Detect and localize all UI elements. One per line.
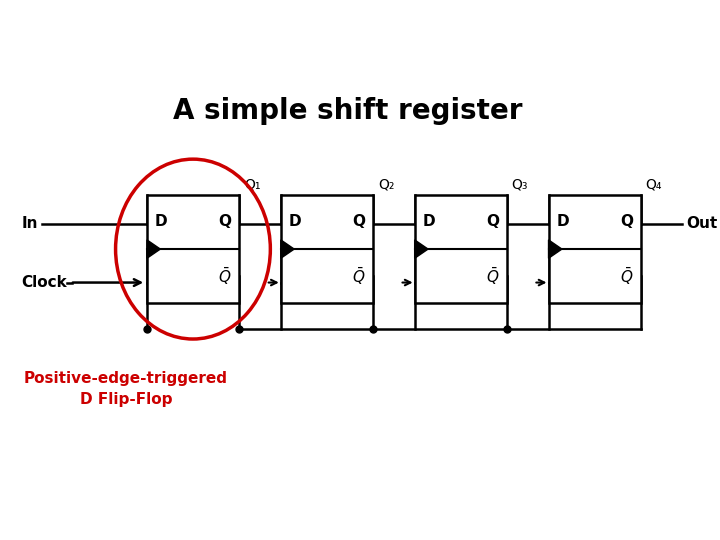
Text: Q: Q: [486, 214, 499, 230]
Bar: [281, 195, 373, 303]
Text: In: In: [22, 217, 38, 232]
Text: Q₃: Q₃: [512, 177, 528, 191]
Polygon shape: [415, 240, 428, 258]
Text: A simple shift register: A simple shift register: [173, 97, 523, 125]
Text: $\bar{Q}$: $\bar{Q}$: [620, 266, 633, 287]
Bar: [415, 195, 507, 303]
Text: Q₄: Q₄: [646, 177, 662, 191]
Bar: [549, 195, 641, 303]
Text: D: D: [155, 214, 168, 230]
Text: Q₂: Q₂: [378, 177, 395, 191]
Text: D: D: [423, 214, 435, 230]
Polygon shape: [549, 240, 562, 258]
Text: Q: Q: [352, 214, 365, 230]
Text: Q: Q: [620, 214, 633, 230]
Polygon shape: [147, 240, 161, 258]
Text: D Flip-Flop: D Flip-Flop: [80, 392, 172, 407]
Text: $\bar{Q}$: $\bar{Q}$: [486, 266, 499, 287]
Text: $\bar{Q}$: $\bar{Q}$: [218, 266, 231, 287]
Text: D: D: [557, 214, 569, 230]
Text: Out: Out: [687, 217, 718, 232]
Bar: [147, 195, 239, 303]
Text: Positive-edge-triggered: Positive-edge-triggered: [24, 372, 228, 386]
Text: Q₁: Q₁: [244, 177, 261, 191]
Text: $\bar{Q}$: $\bar{Q}$: [352, 266, 365, 287]
Text: D: D: [289, 214, 302, 230]
Text: Clock: Clock: [22, 275, 67, 290]
Polygon shape: [281, 240, 294, 258]
Text: Q: Q: [218, 214, 231, 230]
